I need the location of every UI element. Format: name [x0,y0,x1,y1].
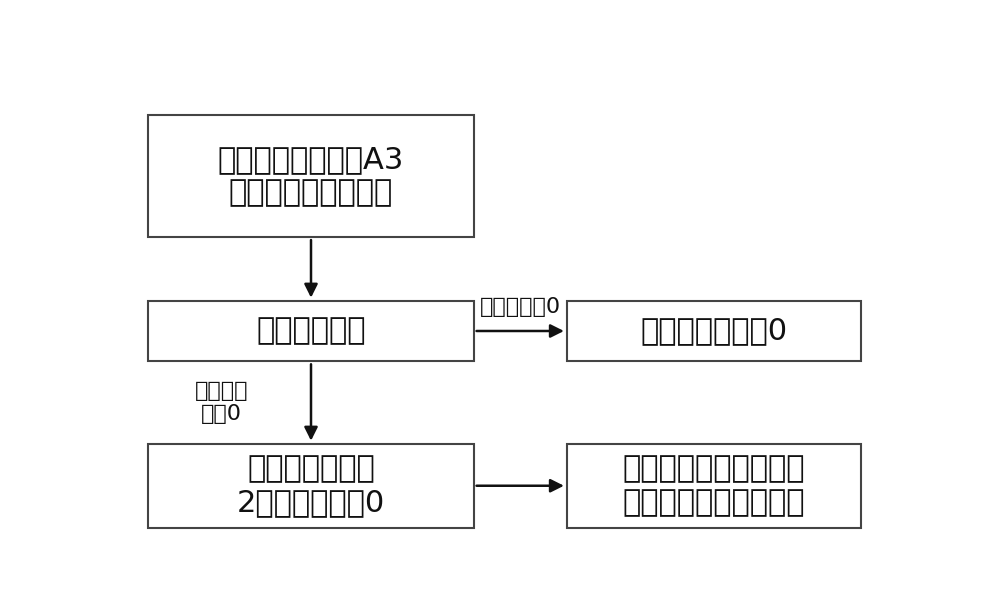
Text: 时间延迟线调整量的相
反数即为时间抖动延迟: 时间延迟线调整量的相 反数即为时间抖动延迟 [623,454,805,517]
Text: 差分信号输出接口A3
输出给外部显示设备: 差分信号输出接口A3 输出给外部显示设备 [218,145,404,208]
FancyBboxPatch shape [148,300,474,362]
Text: 差分信号为0: 差分信号为0 [480,297,561,317]
Text: 调整时间延迟线
2至差分信号为0: 调整时间延迟线 2至差分信号为0 [237,454,385,517]
FancyBboxPatch shape [567,443,861,528]
FancyBboxPatch shape [148,115,474,238]
Text: 差分信号
不为0: 差分信号 不为0 [195,381,249,424]
FancyBboxPatch shape [148,443,474,528]
Text: 时间抖动延迟为0: 时间抖动延迟为0 [640,317,788,345]
Text: 判断差分信号: 判断差分信号 [256,317,366,345]
FancyBboxPatch shape [567,300,861,362]
